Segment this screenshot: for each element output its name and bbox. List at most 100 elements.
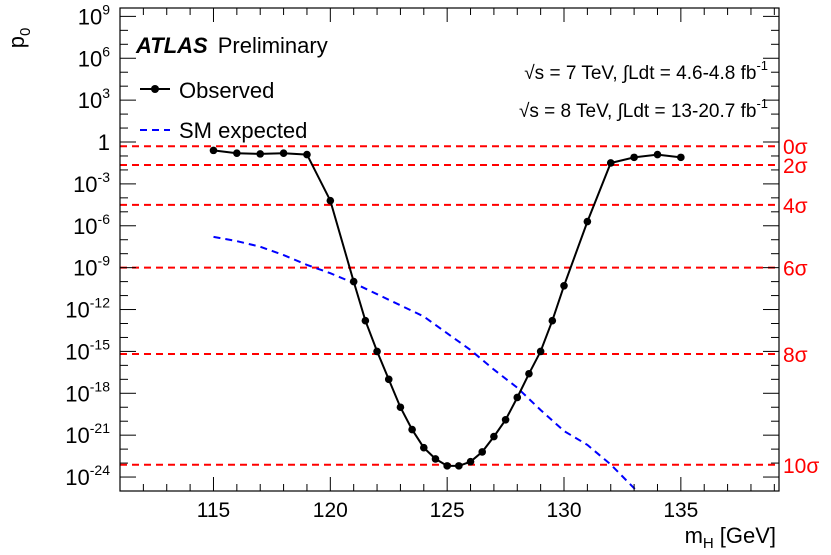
significance-label-3: 6σ [783,258,808,281]
observed-point [279,149,288,157]
y-tick-label-base: 10 [78,4,102,29]
legend-observed-label: Observed [179,78,274,103]
observed-point [525,369,533,378]
plot-frame [119,7,780,492]
legend-expected-label: SM expected [179,118,307,143]
atlas-status: Preliminary [218,33,328,58]
y-tick-label-base: 10 [73,214,97,239]
y-tick-label-exp: -24 [90,462,110,478]
observed-point [431,455,440,463]
lumi-7tev: √s = 7 TeV, ∫Ldt = 4.6-4.8 fb-1 [524,58,768,84]
y-tick-label-exp: 6 [102,43,110,59]
significance-label-4: 8σ [783,344,808,367]
y-tick-label--15: 10-15 [65,336,110,364]
y-tick-label-0: 1 [98,130,110,155]
x-tick-label-135: 135 [663,499,698,522]
significance-label-2: 4σ [783,195,808,218]
observed-point [560,281,568,290]
x-tick-label-125: 125 [430,499,465,522]
expected-line [213,235,638,491]
x-axis-title: mH [GeV] [685,523,776,552]
observed-point [478,448,487,456]
observed-point [384,375,393,384]
observed-point [490,432,498,441]
y-tick-label-exp: -3 [98,169,111,185]
observed-point [455,462,463,470]
y-axis-title: p0 [4,28,34,49]
y-tick-label-base: 10 [65,381,89,406]
significance-label-1: 2σ [783,155,808,178]
x-tick-label-120: 120 [313,499,348,522]
y-tick-label-base: 10 [73,256,97,281]
observed-point [256,150,265,158]
lumi-8tev: √s = 8 TeV, ∫Ldt = 13-20.7 fb-1 [519,96,768,122]
legend-observed-marker [151,85,159,93]
observed-point [653,150,662,159]
lumi-8tev-sup: -1 [756,96,768,111]
observed-point [396,403,405,412]
y-tick-label-exp: -12 [90,295,110,311]
observed-point [630,153,638,162]
observed-point [606,159,615,167]
observed-point [303,150,311,159]
x-axis-title-sub: H [703,535,714,552]
observed-point [326,196,335,205]
y-tick-label-base: 10 [78,46,102,71]
y-tick-label-3: 103 [78,85,110,113]
observed-point [513,393,522,402]
y-axis-title-main: p [4,36,29,48]
observed-point [466,457,475,466]
legend: Observed SM expected [140,78,307,143]
y-tick-label-exp: 9 [102,1,110,17]
observed-point [233,149,241,157]
observed-point [349,277,358,286]
series-layer [209,146,685,491]
y-tick-label--18: 10-18 [65,378,110,406]
y-tick-label-exp: -18 [90,378,110,394]
y-tick-label--3: 10-3 [73,169,110,197]
x-tick-label-115: 115 [197,499,230,522]
observed-point [677,153,685,162]
y-tick-label-6: 106 [78,43,110,71]
y-tick-label-exp: -21 [90,420,110,436]
observed-point [419,443,428,452]
y-axis-title-sub: 0 [17,28,34,36]
observed-point [548,316,557,325]
y-tick-label-base: 10 [78,88,102,113]
y-tick-label-9: 109 [78,1,110,29]
observed-point [443,462,451,470]
observed-point [583,217,592,226]
lumi-7tev-sup: -1 [756,58,768,73]
observed-point [209,146,218,155]
x-axis-title-unit: [GeV] [720,523,776,548]
y-tick-label-exp: -9 [98,253,111,269]
x-axis: 115 120 125 130 135 [142,8,775,522]
significance-label-5: 10σ [783,455,819,478]
y-tick-label--24: 10-24 [65,462,110,490]
y-tick-label-exp: -15 [90,336,110,352]
y-tick-label-base: 10 [65,423,89,448]
y-axis: 109106103110-310-610-910-1210-1510-1810-… [65,1,779,492]
observed-point [536,347,545,356]
y-tick-label-base: 10 [65,465,89,490]
y-tick-label--21: 10-21 [65,420,110,448]
y-tick-label-exp: -6 [98,211,111,227]
atlas-experiment: ATLAS [135,33,208,58]
x-tick-label-130: 130 [546,499,581,522]
significance-label-0: 0σ [783,136,808,159]
y-tick-label-base: 1 [98,130,110,155]
y-tick-label--6: 10-6 [73,211,110,239]
y-tick-label--9: 10-9 [73,253,110,281]
y-tick-label-base: 10 [73,172,97,197]
y-tick-label-exp: 3 [102,85,110,101]
y-tick-label-base: 10 [65,298,89,323]
lumi-7tev-text: √s = 7 TeV, ∫Ldt = 4.6-4.8 fb [524,63,756,84]
observed-line [213,149,682,467]
observed-point [408,425,416,434]
observed-point [501,416,510,424]
observed-point [373,347,381,356]
observed-point [361,316,370,325]
atlas-label: ATLAS Preliminary [135,33,328,58]
